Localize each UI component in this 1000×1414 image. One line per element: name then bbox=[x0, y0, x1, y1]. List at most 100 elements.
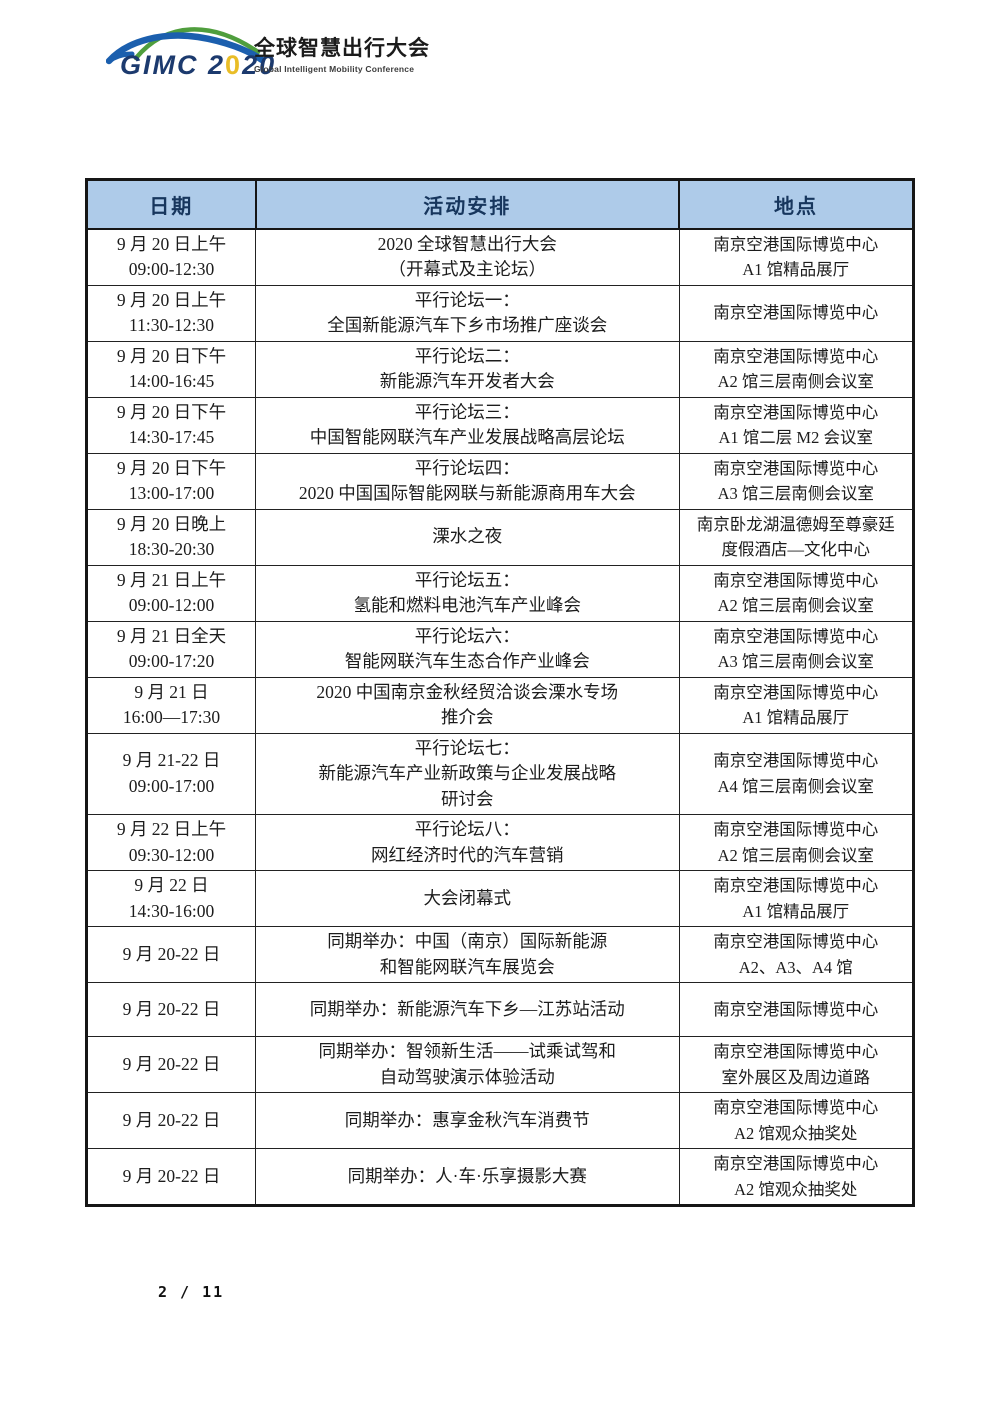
cell-location-line: A2 馆三层南侧会议室 bbox=[717, 596, 874, 615]
header-date: 日期 bbox=[85, 178, 257, 230]
cell-date-line: 09:30-12:00 bbox=[128, 844, 215, 865]
cell-date-line: 9 月 20-22 日 bbox=[122, 998, 221, 1019]
cell-location-line: 南京空港国际博览中心 bbox=[713, 999, 879, 1019]
cell-location-line: A2 馆观众抽奖处 bbox=[734, 1179, 858, 1199]
cell-date-line: 14:30-17:45 bbox=[128, 427, 215, 447]
table-row: 9 月 21 日 16:00—17:30 2020 中国南京金秋经贸洽谈会溧水专场推… bbox=[85, 676, 914, 734]
cell-date: 9 月 20 日上午 09:00-12:30 bbox=[85, 228, 257, 286]
cell-activity-line: 自动驾驶演示体验活动 bbox=[379, 1066, 555, 1087]
cell-activity-line: 平行论坛八： bbox=[414, 819, 520, 839]
table-header-row: 日期 活动安排 地点 bbox=[85, 178, 915, 230]
cell-date-line: 9 月 20 日上午 bbox=[116, 233, 227, 254]
cell-location-line: A1 馆精品展厅 bbox=[742, 901, 850, 921]
cell-activity-line: 新能源汽车开发者大会 bbox=[379, 371, 555, 391]
cell-location: 南京空港国际博览中心 A2 馆三层南侧会议室 bbox=[678, 814, 914, 871]
cell-date-line: 9 月 20 日下午 bbox=[116, 457, 227, 478]
cell-location: 南京空港国际博览中心 A1 馆精品展厅 bbox=[678, 676, 914, 734]
cell-date-line: 9 月 22 日上午 bbox=[116, 819, 227, 839]
table-row: 9 月 20 日下午 13:00-17:00 平行论坛四： 2020 中国国际智能网联… bbox=[85, 452, 914, 510]
cell-date: 9 月 20 日下午 13:00-17:00 bbox=[85, 452, 257, 510]
cell-activity-line: 平行论坛三： bbox=[414, 401, 520, 422]
cell-activity-line: 2020 全球智慧出行大会 bbox=[377, 233, 557, 254]
cell-activity: 平行论坛五： 氢能和燃料电池汽车产业峰会 bbox=[255, 564, 680, 622]
cell-location: 南京空港国际博览中心 A1 馆精品展厅 bbox=[678, 228, 914, 286]
cell-date-line: 9 月 21 日全天 bbox=[116, 625, 227, 646]
cell-activity-line: 同期举办：惠享金秋汽车消费节 bbox=[344, 1109, 590, 1130]
cell-activity-line: 和智能网联汽车展览会 bbox=[379, 956, 555, 977]
cell-date-line: 16:00—17:30 bbox=[122, 707, 221, 727]
cell-date-line: 9 月 20 日晚上 bbox=[116, 513, 227, 534]
cell-date: 9 月 20 日上午 11:30-12:30 bbox=[85, 284, 257, 342]
logo-wordmark: GIMC 2020 bbox=[120, 50, 276, 81]
cell-activity-line: 平行论坛六： bbox=[414, 625, 520, 646]
cell-date: 9 月 21-22 日 09:00-17:00 bbox=[85, 732, 257, 815]
cell-date-line: 13:00-17:00 bbox=[128, 483, 215, 503]
cell-location-line: 南京空港国际博览中心 bbox=[713, 1154, 879, 1173]
table-row: 9 月 20 日下午 14:30-17:45 平行论坛三： 中国智能网联汽车产业发展战… bbox=[85, 396, 914, 454]
page-number: 2 / 11 bbox=[158, 1283, 225, 1301]
cell-location-line: 南京空港国际博览中心 bbox=[713, 1098, 879, 1117]
cell-location-line: 度假酒店—文化中心 bbox=[721, 540, 871, 559]
cell-date-line: 14:00-16:45 bbox=[128, 371, 215, 391]
cell-activity-line: 中国智能网联汽车产业发展战略高层论坛 bbox=[309, 427, 625, 447]
cell-date: 9 月 20-22 日 bbox=[85, 1036, 257, 1093]
cell-date-line: 9 月 20 日下午 bbox=[116, 345, 227, 366]
cell-location: 南京空港国际博览中心 A2 馆三层南侧会议室 bbox=[678, 340, 914, 398]
header-location: 地点 bbox=[678, 178, 915, 230]
cell-activity: 平行论坛六： 智能网联汽车生态合作产业峰会 bbox=[255, 620, 680, 678]
cell-activity-line: 全国新能源汽车下乡市场推广座谈会 bbox=[327, 315, 608, 335]
logo-title-en: Global Intelligent Mobility Conference bbox=[254, 64, 415, 74]
cell-activity: 溧水之夜 bbox=[255, 508, 680, 566]
table-row: 9 月 21 日上午 09:00-12:00 平行论坛五： 氢能和燃料电池汽车产业峰会… bbox=[85, 564, 914, 622]
cell-activity: 平行论坛四： 2020 中国国际智能网联与新能源商用车大会 bbox=[255, 452, 680, 510]
cell-location-line: 南京空港国际博览中心 bbox=[713, 876, 879, 895]
cell-activity-line: 研讨会 bbox=[441, 788, 494, 809]
cell-date-line: 9 月 20 日上午 bbox=[116, 289, 227, 310]
cell-location: 南京空港国际博览中心 A4 馆三层南侧会议室 bbox=[678, 732, 914, 815]
cell-location-line: 南京空港国际博览中心 bbox=[713, 346, 879, 366]
cell-location-line: 南京卧龙湖温德姆至尊豪廷 bbox=[696, 514, 895, 534]
cell-activity-line: 同期举办：人·车·乐享摄影大赛 bbox=[347, 1165, 587, 1186]
cell-location: 南京空港国际博览中心 A3 馆三层南侧会议室 bbox=[678, 452, 914, 510]
cell-location: 南京空港国际博览中心 A3 馆三层南侧会议室 bbox=[678, 620, 914, 678]
cell-location-line: 南京空港国际博览中心 bbox=[713, 303, 879, 323]
table-row: 9 月 20-22 日同期举办：中国（南京）国际新能源 和智能网联汽车展览会 南京空… bbox=[85, 926, 914, 983]
cell-location-line: 南京空港国际博览中心 bbox=[713, 751, 879, 771]
cell-date-line: 14:30-16:00 bbox=[128, 900, 215, 921]
cell-date-line: 9 月 20-22 日 bbox=[122, 1109, 221, 1130]
schedule-table: 日期 活动安排 地点 9 月 20 日上午 09:00-12:30 2020 全球智… bbox=[85, 178, 915, 1207]
cell-location-line: 南京空港国际博览中心 bbox=[713, 570, 879, 590]
cell-activity-line: 同期举办：智领新生活——试乘试驾和 bbox=[318, 1041, 617, 1061]
cell-location: 南京空港国际博览中心 A1 馆精品展厅 bbox=[678, 870, 914, 927]
cell-activity: 平行论坛三： 中国智能网联汽车产业发展战略高层论坛 bbox=[255, 396, 680, 454]
cell-date-line: 9 月 20-22 日 bbox=[122, 1165, 221, 1186]
cell-activity: 平行论坛八： 网红经济时代的汽车营销 bbox=[255, 814, 680, 871]
cell-location-line: 南京空港国际博览中心 bbox=[713, 682, 879, 702]
cell-activity-line: 同期举办：新能源汽车下乡—江苏站活动 bbox=[309, 998, 625, 1019]
table-row: 9 月 22 日 14:30-16:00 大会闭幕式 南京空港国际博览中心 A1 馆精品… bbox=[85, 870, 914, 927]
cell-location-line: A4 馆三层南侧会议室 bbox=[717, 776, 874, 796]
cell-activity-line: 平行论坛一： bbox=[414, 289, 520, 310]
cell-location: 南京空港国际博览中心 A2、A3、A4 馆 bbox=[678, 926, 914, 983]
cell-location-line: A3 馆三层南侧会议室 bbox=[717, 484, 874, 503]
cell-date-line: 9 月 21 日上午 bbox=[116, 569, 227, 590]
cell-location: 南京卧龙湖温德姆至尊豪廷 度假酒店—文化中心 bbox=[678, 508, 914, 566]
cell-date: 9 月 20 日下午 14:30-17:45 bbox=[85, 396, 257, 454]
cell-location-line: A2 馆三层南侧会议室 bbox=[717, 372, 874, 391]
cell-activity: 同期举办：新能源汽车下乡—江苏站活动 bbox=[255, 982, 680, 1037]
logo-brand: GIMC bbox=[120, 50, 199, 80]
cell-activity: 2020 全球智慧出行大会 （开幕式及主论坛） bbox=[255, 228, 680, 286]
cell-activity: 同期举办：惠享金秋汽车消费节 bbox=[255, 1092, 680, 1149]
logo-title-cn: 全球智慧出行大会 bbox=[254, 37, 430, 60]
cell-date-line: 09:00-12:00 bbox=[128, 595, 215, 615]
cell-activity-line: 同期举办：中国（南京）国际新能源 bbox=[327, 931, 608, 951]
cell-location-line: 南京空港国际博览中心 bbox=[713, 626, 879, 646]
cell-date-line: 09:00-17:20 bbox=[128, 651, 215, 671]
cell-date-line: 9 月 21-22 日 bbox=[122, 750, 221, 771]
cell-date-line: 9 月 20-22 日 bbox=[122, 1053, 221, 1074]
header-activity: 活动安排 bbox=[254, 178, 681, 230]
cell-activity-line: 2020 中国国际智能网联与新能源商用车大会 bbox=[298, 483, 636, 503]
cell-activity: 2020 中国南京金秋经贸洽谈会溧水专场 推介会 bbox=[255, 676, 680, 734]
cell-date: 9 月 20-22 日 bbox=[85, 982, 257, 1037]
table-row: 9 月 21-22 日 09:00-17:00 平行论坛七： 新能源汽车产业新政策与企… bbox=[85, 732, 914, 815]
